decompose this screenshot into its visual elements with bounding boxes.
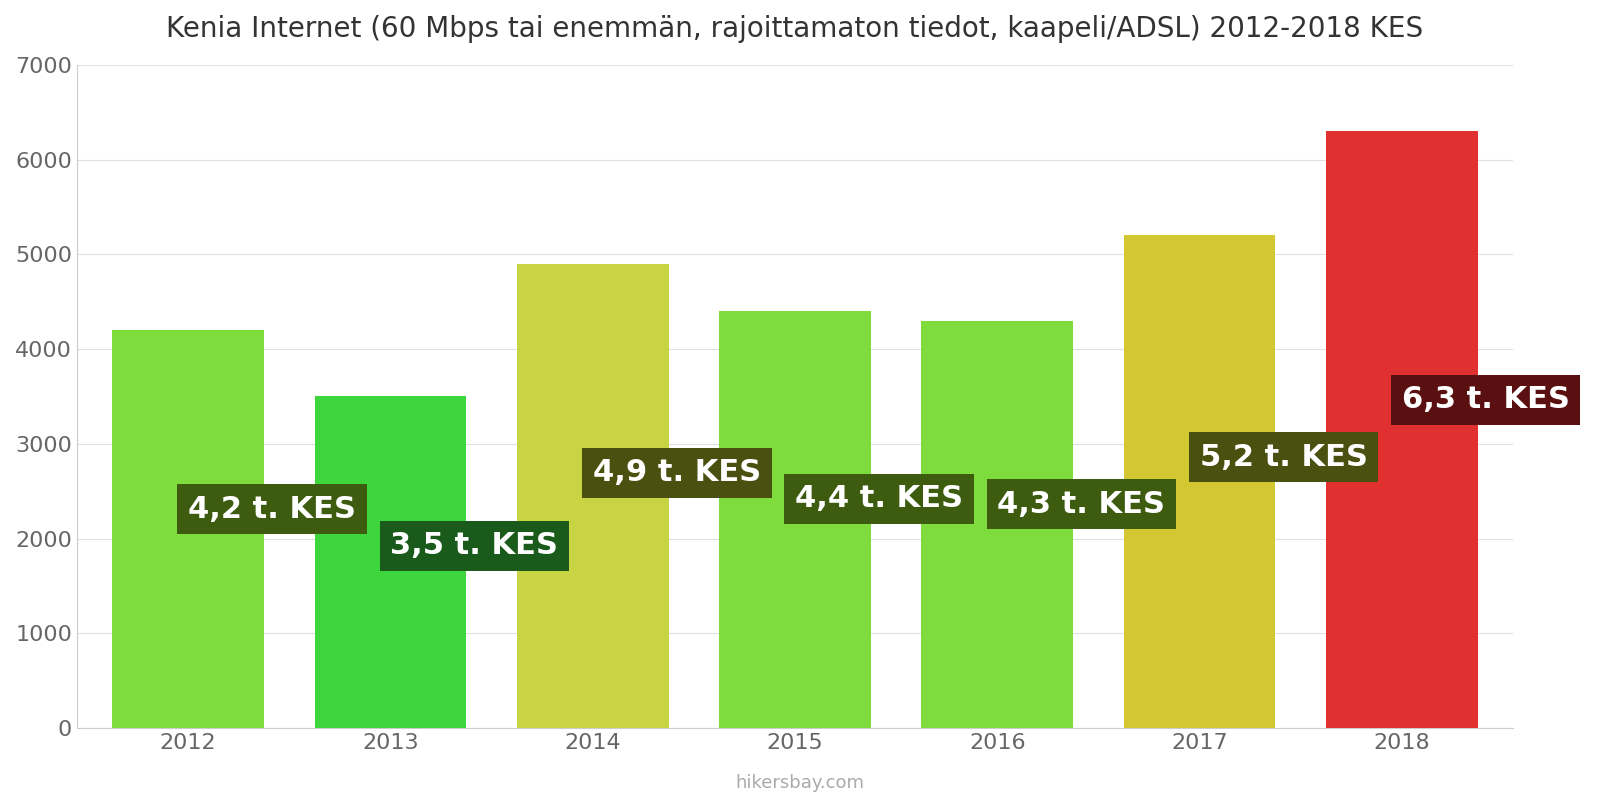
Bar [1326,131,1478,728]
Text: 4,2 t. KES: 4,2 t. KES [189,494,357,524]
Text: 3,5 t. KES: 3,5 t. KES [390,531,558,560]
Title: Kenia Internet (60 Mbps tai enemmän, rajoittamaton tiedot, kaapeli/ADSL) 2012-20: Kenia Internet (60 Mbps tai enemmän, raj… [166,15,1424,43]
Text: 6,3 t. KES: 6,3 t. KES [1402,386,1570,414]
Text: 5,2 t. KES: 5,2 t. KES [1200,442,1368,472]
Bar [112,330,264,728]
Text: 4,3 t. KES: 4,3 t. KES [997,490,1165,518]
Bar [922,321,1074,728]
Text: 4,9 t. KES: 4,9 t. KES [592,458,762,487]
Text: 4,4 t. KES: 4,4 t. KES [795,484,963,514]
Bar [718,311,870,728]
Bar [517,264,669,728]
Bar [1123,235,1275,728]
Text: hikersbay.com: hikersbay.com [736,774,864,792]
Bar [315,397,466,728]
